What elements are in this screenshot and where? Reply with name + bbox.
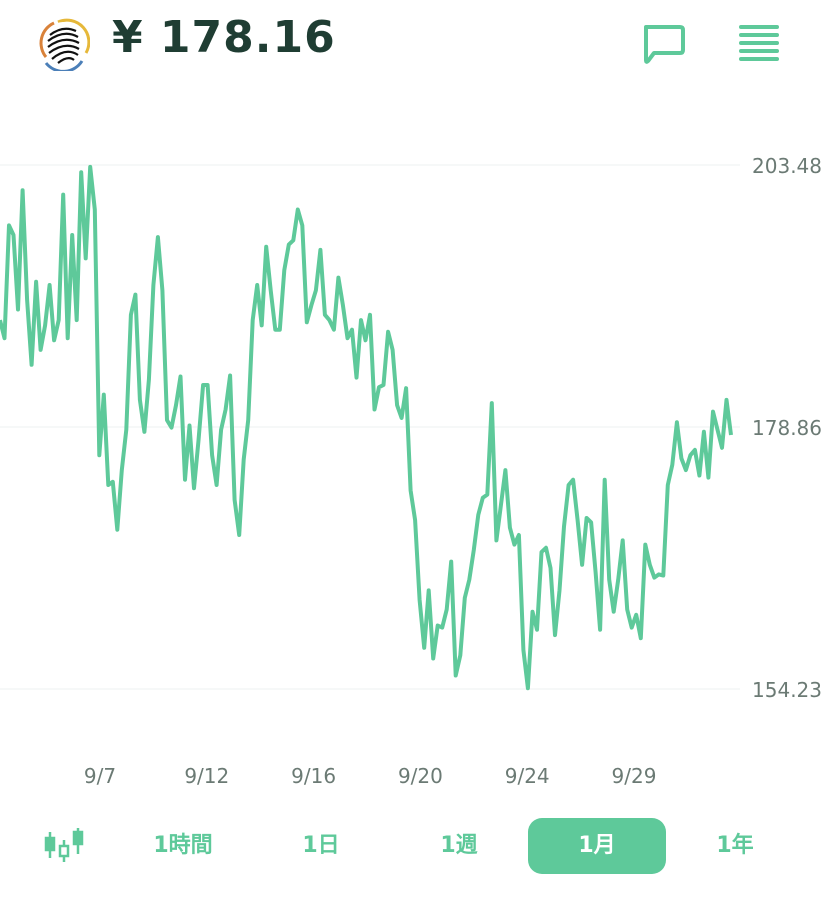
- tab-1-week[interactable]: 1週: [440, 833, 478, 858]
- tab-1-hour[interactable]: 1時間: [153, 833, 213, 858]
- x-tick-label: 9/24: [505, 764, 550, 788]
- price-chart: 203.48 178.86 154.23 9/7 9/12 9/16 9/20 9/24 9/2…: [0, 154, 822, 788]
- x-tick-label: 9/12: [184, 764, 229, 788]
- tab-1-day[interactable]: 1日: [302, 833, 340, 858]
- y-tick-label: 154.23: [752, 678, 822, 702]
- chat-bubble-icon[interactable]: [640, 24, 686, 64]
- y-tick-label: 178.86: [752, 416, 822, 440]
- header: ¥ 178.16: [0, 0, 827, 90]
- candlestick-icon[interactable]: [42, 828, 86, 864]
- tab-1-month[interactable]: 1月: [528, 818, 666, 874]
- x-tick-label: 9/7: [84, 764, 116, 788]
- timeframe-tabs: 1時間 1日 1週 1月 1年: [0, 818, 827, 874]
- fingerprint-globe-logo: [39, 18, 90, 71]
- y-tick-label: 203.48: [752, 154, 822, 178]
- current-price: ¥ 178.16: [112, 12, 336, 63]
- price-line: [0, 164, 733, 691]
- x-tick-label: 9/29: [612, 764, 657, 788]
- x-tick-label: 9/20: [398, 764, 443, 788]
- x-tick-label: 9/16: [291, 764, 336, 788]
- tab-1-year[interactable]: 1年: [716, 833, 754, 858]
- menu-lines-icon[interactable]: [738, 24, 780, 62]
